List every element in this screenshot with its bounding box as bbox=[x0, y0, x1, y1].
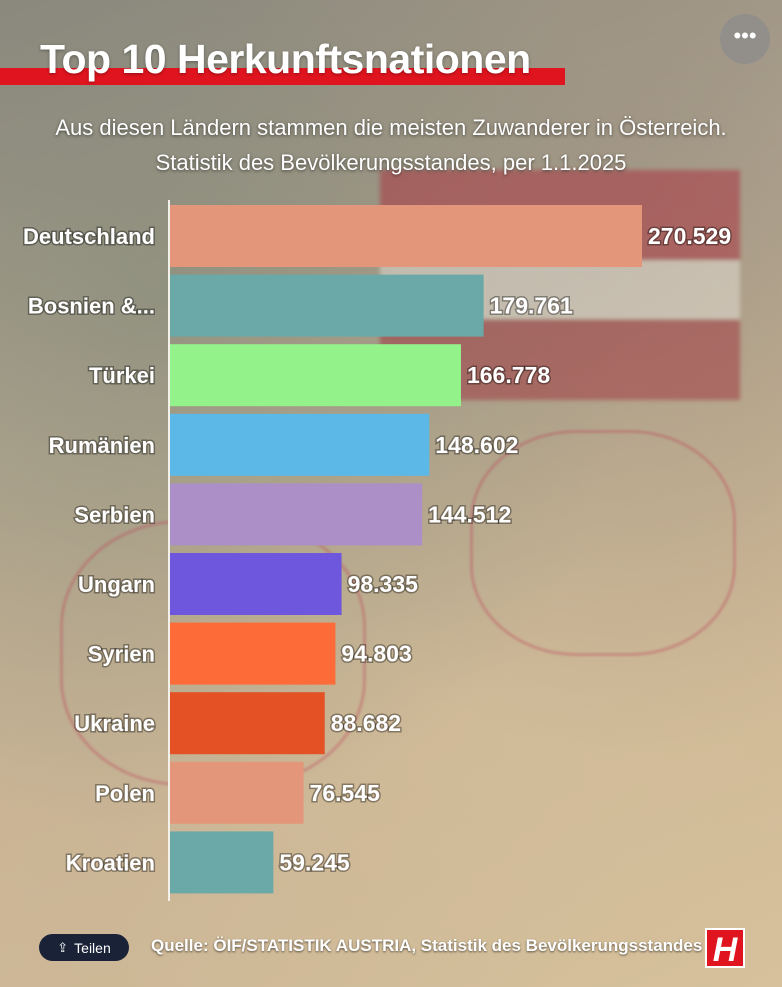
bar-8[interactable] bbox=[170, 692, 325, 755]
share-icon: ⇪ bbox=[57, 939, 69, 955]
value-label: 94.803 bbox=[341, 641, 411, 667]
source-note: Quelle: ÖIF/STATISTIK AUSTRIA, Statistik… bbox=[151, 936, 703, 955]
bar-10[interactable] bbox=[170, 831, 274, 894]
value-label: 179.761 bbox=[490, 293, 573, 319]
bar-3[interactable] bbox=[170, 344, 461, 407]
category-label: Türkei bbox=[89, 363, 155, 388]
bar-4[interactable] bbox=[170, 413, 430, 476]
bar-5[interactable] bbox=[170, 483, 423, 546]
bar-1[interactable] bbox=[170, 205, 642, 267]
category-label: Polen bbox=[95, 781, 155, 806]
bar-9[interactable] bbox=[170, 761, 304, 824]
category-label: Serbien bbox=[74, 502, 155, 527]
more-options-button[interactable]: ••• bbox=[720, 14, 770, 64]
share-button[interactable]: ⇪ Teilen bbox=[39, 934, 129, 961]
value-label: 88.682 bbox=[331, 710, 401, 736]
category-label: Bosnien &... bbox=[28, 294, 155, 319]
subtitle-line-2: Statistik des Bevölkerungsstandes, per 1… bbox=[155, 150, 627, 175]
category-label: Syrien bbox=[88, 642, 155, 667]
bar-7[interactable] bbox=[170, 622, 336, 685]
bar-6[interactable] bbox=[170, 553, 342, 615]
value-label: 148.602 bbox=[435, 432, 518, 458]
more-dots-icon: ••• bbox=[733, 23, 757, 48]
value-label: 59.245 bbox=[279, 849, 350, 875]
value-label: 98.335 bbox=[348, 571, 419, 597]
value-label: 270.529 bbox=[648, 223, 731, 249]
value-label: 144.512 bbox=[428, 501, 511, 527]
category-label: Ukraine bbox=[74, 711, 155, 736]
subtitle-line-1: Aus diesen Ländern stammen die meisten Z… bbox=[55, 115, 727, 140]
value-label: 166.778 bbox=[467, 362, 550, 388]
value-label: 76.545 bbox=[310, 780, 381, 806]
brand-logo[interactable]: H bbox=[705, 928, 745, 969]
category-label: Ungarn bbox=[78, 572, 155, 597]
bar-2[interactable] bbox=[170, 274, 484, 337]
bar-chart: Deutschland 270.529 Bosnien &... 179.761 Tür… bbox=[21, 200, 733, 901]
page-title: Top 10 Herkunftsnationen bbox=[40, 36, 531, 82]
category-label: Deutschland bbox=[23, 224, 155, 249]
logo-letter: H bbox=[712, 931, 738, 969]
category-label: Kroatien bbox=[66, 850, 155, 875]
share-button-label: Teilen bbox=[74, 939, 111, 956]
title-underline-bar bbox=[0, 68, 565, 85]
category-label: Rumänien bbox=[49, 433, 155, 458]
